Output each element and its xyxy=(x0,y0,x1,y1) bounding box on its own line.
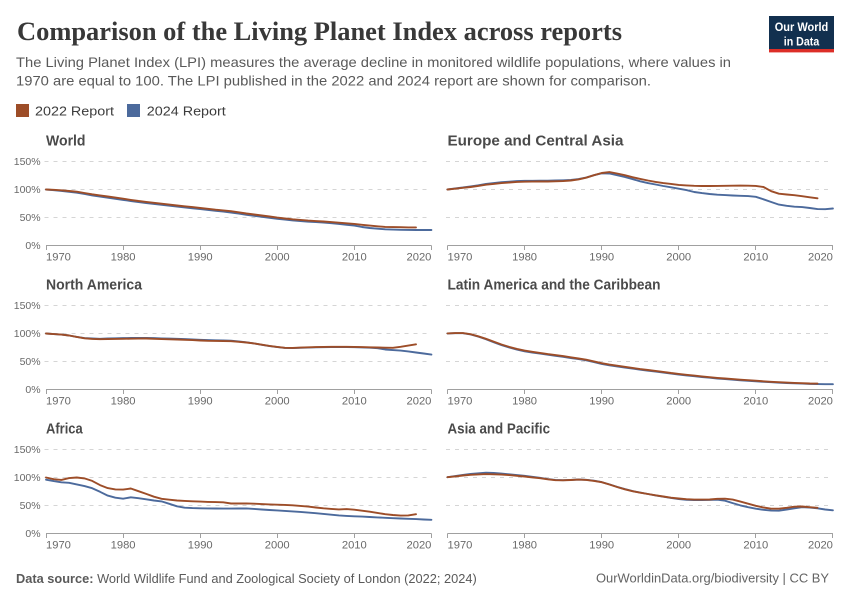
svg-text:North America: North America xyxy=(46,278,143,294)
svg-text:1980: 1980 xyxy=(111,540,136,552)
svg-text:The Living Planet Index (LPI): The Living Planet Index (LPI) measures t… xyxy=(16,54,731,70)
svg-text:1980: 1980 xyxy=(512,540,537,552)
svg-text:50%: 50% xyxy=(20,500,41,512)
svg-text:1990: 1990 xyxy=(589,540,614,552)
svg-text:2020: 2020 xyxy=(407,396,432,408)
svg-text:150%: 150% xyxy=(14,444,41,456)
svg-text:2010: 2010 xyxy=(342,540,367,552)
svg-text:2000: 2000 xyxy=(666,252,691,264)
svg-text:1970: 1970 xyxy=(46,396,71,408)
svg-text:Africa: Africa xyxy=(46,422,84,438)
svg-text:1970: 1970 xyxy=(46,252,71,264)
svg-text:50%: 50% xyxy=(20,212,41,224)
svg-text:1990: 1990 xyxy=(188,396,213,408)
svg-text:Data source: World Wildlife Fu: Data source: World Wildlife Fund and Zoo… xyxy=(16,571,477,586)
svg-text:1970: 1970 xyxy=(448,252,473,264)
svg-text:2010: 2010 xyxy=(342,396,367,408)
svg-text:2020: 2020 xyxy=(808,252,833,264)
svg-text:1980: 1980 xyxy=(512,396,537,408)
svg-text:0%: 0% xyxy=(25,240,40,252)
svg-text:0%: 0% xyxy=(25,528,40,540)
svg-text:Comparison of the Living Plane: Comparison of the Living Planet Index ac… xyxy=(17,17,622,46)
svg-text:Europe and Central Asia: Europe and Central Asia xyxy=(448,134,625,150)
svg-text:1980: 1980 xyxy=(111,396,136,408)
svg-text:2000: 2000 xyxy=(666,396,691,408)
svg-text:150%: 150% xyxy=(14,300,41,312)
svg-text:2000: 2000 xyxy=(265,252,290,264)
svg-text:2020: 2020 xyxy=(407,252,432,264)
svg-text:2010: 2010 xyxy=(743,252,768,264)
svg-text:OurWorldinData.org/biodiversit: OurWorldinData.org/biodiversity | CC BY xyxy=(596,571,829,586)
svg-text:Asia and Pacific: Asia and Pacific xyxy=(448,422,551,438)
svg-text:Our World: Our World xyxy=(775,20,829,34)
svg-text:1990: 1990 xyxy=(188,252,213,264)
svg-text:1990: 1990 xyxy=(589,252,614,264)
svg-text:2010: 2010 xyxy=(743,540,768,552)
svg-text:150%: 150% xyxy=(14,156,41,168)
svg-text:2000: 2000 xyxy=(265,396,290,408)
svg-text:2020: 2020 xyxy=(407,540,432,552)
svg-text:2000: 2000 xyxy=(265,540,290,552)
svg-text:1980: 1980 xyxy=(111,252,136,264)
svg-text:1970: 1970 xyxy=(448,540,473,552)
svg-text:Latin America and the Caribbea: Latin America and the Caribbean xyxy=(448,278,661,294)
svg-text:2024 Report: 2024 Report xyxy=(147,104,226,119)
svg-text:2020: 2020 xyxy=(808,396,833,408)
svg-text:1980: 1980 xyxy=(512,252,537,264)
svg-text:1970: 1970 xyxy=(46,540,71,552)
svg-text:0%: 0% xyxy=(25,384,40,396)
svg-text:100%: 100% xyxy=(14,472,41,484)
svg-text:2000: 2000 xyxy=(666,540,691,552)
svg-text:in Data: in Data xyxy=(784,34,820,48)
svg-text:World: World xyxy=(46,134,86,150)
svg-text:2020: 2020 xyxy=(808,540,833,552)
svg-text:1970 are equal to 100. The LPI: 1970 are equal to 100. The LPI published… xyxy=(16,73,651,89)
svg-text:100%: 100% xyxy=(14,328,41,340)
svg-text:2010: 2010 xyxy=(342,252,367,264)
svg-text:1970: 1970 xyxy=(448,396,473,408)
svg-text:2022 Report: 2022 Report xyxy=(35,104,114,119)
svg-text:100%: 100% xyxy=(14,184,41,196)
svg-text:2010: 2010 xyxy=(743,396,768,408)
svg-text:50%: 50% xyxy=(20,356,41,368)
svg-text:1990: 1990 xyxy=(188,540,213,552)
svg-text:1990: 1990 xyxy=(589,396,614,408)
